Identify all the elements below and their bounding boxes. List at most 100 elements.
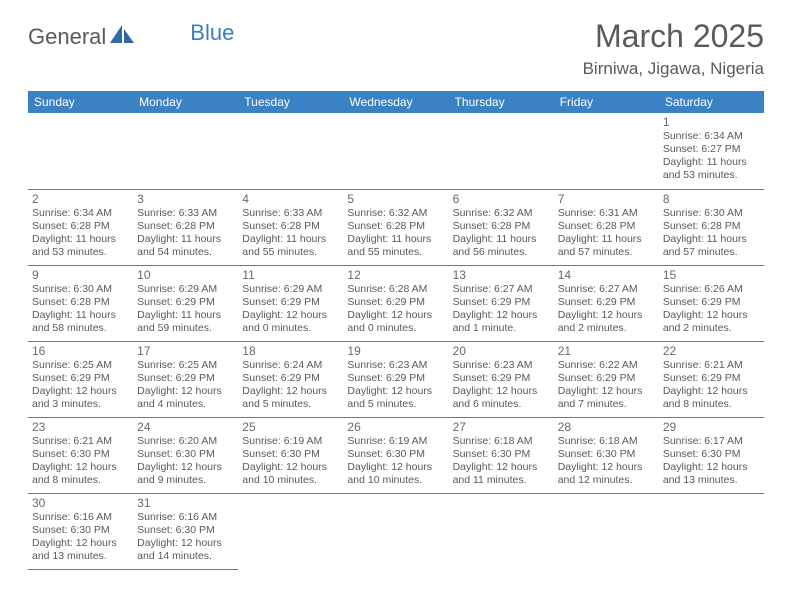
- header: General Blue March 2025 Birniwa, Jigawa,…: [28, 18, 764, 79]
- day-info: Sunrise: 6:29 AMSunset: 6:29 PMDaylight:…: [137, 283, 234, 336]
- day-cell: 7Sunrise: 6:31 AMSunset: 6:28 PMDaylight…: [554, 189, 659, 265]
- day-cell: 22Sunrise: 6:21 AMSunset: 6:29 PMDayligh…: [659, 341, 764, 417]
- day-number: 13: [453, 268, 550, 282]
- logo-text-blue: Blue: [190, 20, 234, 46]
- logo-text-general: General: [28, 24, 106, 50]
- empty-cell: [28, 113, 133, 189]
- calendar-row: 9Sunrise: 6:30 AMSunset: 6:28 PMDaylight…: [28, 265, 764, 341]
- day-cell: 15Sunrise: 6:26 AMSunset: 6:29 PMDayligh…: [659, 265, 764, 341]
- day-cell: 14Sunrise: 6:27 AMSunset: 6:29 PMDayligh…: [554, 265, 659, 341]
- day-info: Sunrise: 6:29 AMSunset: 6:29 PMDaylight:…: [242, 283, 339, 336]
- day-cell: 10Sunrise: 6:29 AMSunset: 6:29 PMDayligh…: [133, 265, 238, 341]
- day-number: 12: [347, 268, 444, 282]
- day-cell: 25Sunrise: 6:19 AMSunset: 6:30 PMDayligh…: [238, 417, 343, 493]
- day-info: Sunrise: 6:25 AMSunset: 6:29 PMDaylight:…: [32, 359, 129, 412]
- logo: General Blue: [28, 24, 234, 50]
- day-info: Sunrise: 6:30 AMSunset: 6:28 PMDaylight:…: [32, 283, 129, 336]
- calendar-table: SundayMondayTuesdayWednesdayThursdayFrid…: [28, 91, 764, 570]
- day-number: 30: [32, 496, 129, 510]
- empty-cell: [343, 113, 448, 189]
- day-cell: 21Sunrise: 6:22 AMSunset: 6:29 PMDayligh…: [554, 341, 659, 417]
- day-info: Sunrise: 6:30 AMSunset: 6:28 PMDaylight:…: [663, 207, 760, 260]
- day-info: Sunrise: 6:18 AMSunset: 6:30 PMDaylight:…: [453, 435, 550, 488]
- day-info: Sunrise: 6:22 AMSunset: 6:29 PMDaylight:…: [558, 359, 655, 412]
- day-cell: 5Sunrise: 6:32 AMSunset: 6:28 PMDaylight…: [343, 189, 448, 265]
- day-info: Sunrise: 6:19 AMSunset: 6:30 PMDaylight:…: [242, 435, 339, 488]
- day-info: Sunrise: 6:16 AMSunset: 6:30 PMDaylight:…: [32, 511, 129, 564]
- day-number: 1: [663, 115, 760, 129]
- day-info: Sunrise: 6:31 AMSunset: 6:28 PMDaylight:…: [558, 207, 655, 260]
- calendar-head: SundayMondayTuesdayWednesdayThursdayFrid…: [28, 91, 764, 113]
- day-info: Sunrise: 6:33 AMSunset: 6:28 PMDaylight:…: [242, 207, 339, 260]
- day-cell: 13Sunrise: 6:27 AMSunset: 6:29 PMDayligh…: [449, 265, 554, 341]
- day-cell: 20Sunrise: 6:23 AMSunset: 6:29 PMDayligh…: [449, 341, 554, 417]
- day-number: 23: [32, 420, 129, 434]
- day-info: Sunrise: 6:27 AMSunset: 6:29 PMDaylight:…: [558, 283, 655, 336]
- day-info: Sunrise: 6:32 AMSunset: 6:28 PMDaylight:…: [347, 207, 444, 260]
- day-cell: 12Sunrise: 6:28 AMSunset: 6:29 PMDayligh…: [343, 265, 448, 341]
- day-number: 8: [663, 192, 760, 206]
- day-number: 21: [558, 344, 655, 358]
- day-cell: 31Sunrise: 6:16 AMSunset: 6:30 PMDayligh…: [133, 493, 238, 569]
- day-header-tuesday: Tuesday: [238, 91, 343, 113]
- empty-cell: [449, 493, 554, 569]
- day-cell: 24Sunrise: 6:20 AMSunset: 6:30 PMDayligh…: [133, 417, 238, 493]
- sail-icon: [110, 25, 136, 50]
- empty-cell: [659, 493, 764, 569]
- day-cell: 30Sunrise: 6:16 AMSunset: 6:30 PMDayligh…: [28, 493, 133, 569]
- day-cell: 29Sunrise: 6:17 AMSunset: 6:30 PMDayligh…: [659, 417, 764, 493]
- day-number: 16: [32, 344, 129, 358]
- day-number: 19: [347, 344, 444, 358]
- day-info: Sunrise: 6:19 AMSunset: 6:30 PMDaylight:…: [347, 435, 444, 488]
- day-number: 28: [558, 420, 655, 434]
- calendar-row: 2Sunrise: 6:34 AMSunset: 6:28 PMDaylight…: [28, 189, 764, 265]
- empty-cell: [554, 493, 659, 569]
- page-title: March 2025: [583, 18, 764, 55]
- day-info: Sunrise: 6:26 AMSunset: 6:29 PMDaylight:…: [663, 283, 760, 336]
- day-number: 3: [137, 192, 234, 206]
- day-number: 10: [137, 268, 234, 282]
- day-number: 5: [347, 192, 444, 206]
- calendar-row: 1Sunrise: 6:34 AMSunset: 6:27 PMDaylight…: [28, 113, 764, 189]
- day-info: Sunrise: 6:33 AMSunset: 6:28 PMDaylight:…: [137, 207, 234, 260]
- day-number: 18: [242, 344, 339, 358]
- day-number: 17: [137, 344, 234, 358]
- day-cell: 1Sunrise: 6:34 AMSunset: 6:27 PMDaylight…: [659, 113, 764, 189]
- day-number: 20: [453, 344, 550, 358]
- day-cell: 8Sunrise: 6:30 AMSunset: 6:28 PMDaylight…: [659, 189, 764, 265]
- day-info: Sunrise: 6:28 AMSunset: 6:29 PMDaylight:…: [347, 283, 444, 336]
- day-info: Sunrise: 6:34 AMSunset: 6:27 PMDaylight:…: [663, 130, 760, 183]
- day-number: 11: [242, 268, 339, 282]
- day-number: 15: [663, 268, 760, 282]
- day-cell: 23Sunrise: 6:21 AMSunset: 6:30 PMDayligh…: [28, 417, 133, 493]
- day-cell: 18Sunrise: 6:24 AMSunset: 6:29 PMDayligh…: [238, 341, 343, 417]
- day-info: Sunrise: 6:32 AMSunset: 6:28 PMDaylight:…: [453, 207, 550, 260]
- day-header-monday: Monday: [133, 91, 238, 113]
- day-cell: 17Sunrise: 6:25 AMSunset: 6:29 PMDayligh…: [133, 341, 238, 417]
- day-info: Sunrise: 6:25 AMSunset: 6:29 PMDaylight:…: [137, 359, 234, 412]
- day-number: 31: [137, 496, 234, 510]
- day-number: 22: [663, 344, 760, 358]
- day-cell: 16Sunrise: 6:25 AMSunset: 6:29 PMDayligh…: [28, 341, 133, 417]
- day-cell: 19Sunrise: 6:23 AMSunset: 6:29 PMDayligh…: [343, 341, 448, 417]
- day-number: 2: [32, 192, 129, 206]
- day-number: 29: [663, 420, 760, 434]
- day-number: 14: [558, 268, 655, 282]
- day-number: 7: [558, 192, 655, 206]
- day-number: 26: [347, 420, 444, 434]
- empty-cell: [238, 493, 343, 569]
- empty-cell: [238, 113, 343, 189]
- day-number: 6: [453, 192, 550, 206]
- day-info: Sunrise: 6:27 AMSunset: 6:29 PMDaylight:…: [453, 283, 550, 336]
- day-cell: 26Sunrise: 6:19 AMSunset: 6:30 PMDayligh…: [343, 417, 448, 493]
- calendar-row: 16Sunrise: 6:25 AMSunset: 6:29 PMDayligh…: [28, 341, 764, 417]
- day-cell: 28Sunrise: 6:18 AMSunset: 6:30 PMDayligh…: [554, 417, 659, 493]
- day-number: 4: [242, 192, 339, 206]
- day-info: Sunrise: 6:23 AMSunset: 6:29 PMDaylight:…: [347, 359, 444, 412]
- empty-cell: [133, 113, 238, 189]
- day-info: Sunrise: 6:21 AMSunset: 6:30 PMDaylight:…: [32, 435, 129, 488]
- day-cell: 2Sunrise: 6:34 AMSunset: 6:28 PMDaylight…: [28, 189, 133, 265]
- calendar-body: 1Sunrise: 6:34 AMSunset: 6:27 PMDaylight…: [28, 113, 764, 569]
- calendar-row: 23Sunrise: 6:21 AMSunset: 6:30 PMDayligh…: [28, 417, 764, 493]
- calendar-row: 30Sunrise: 6:16 AMSunset: 6:30 PMDayligh…: [28, 493, 764, 569]
